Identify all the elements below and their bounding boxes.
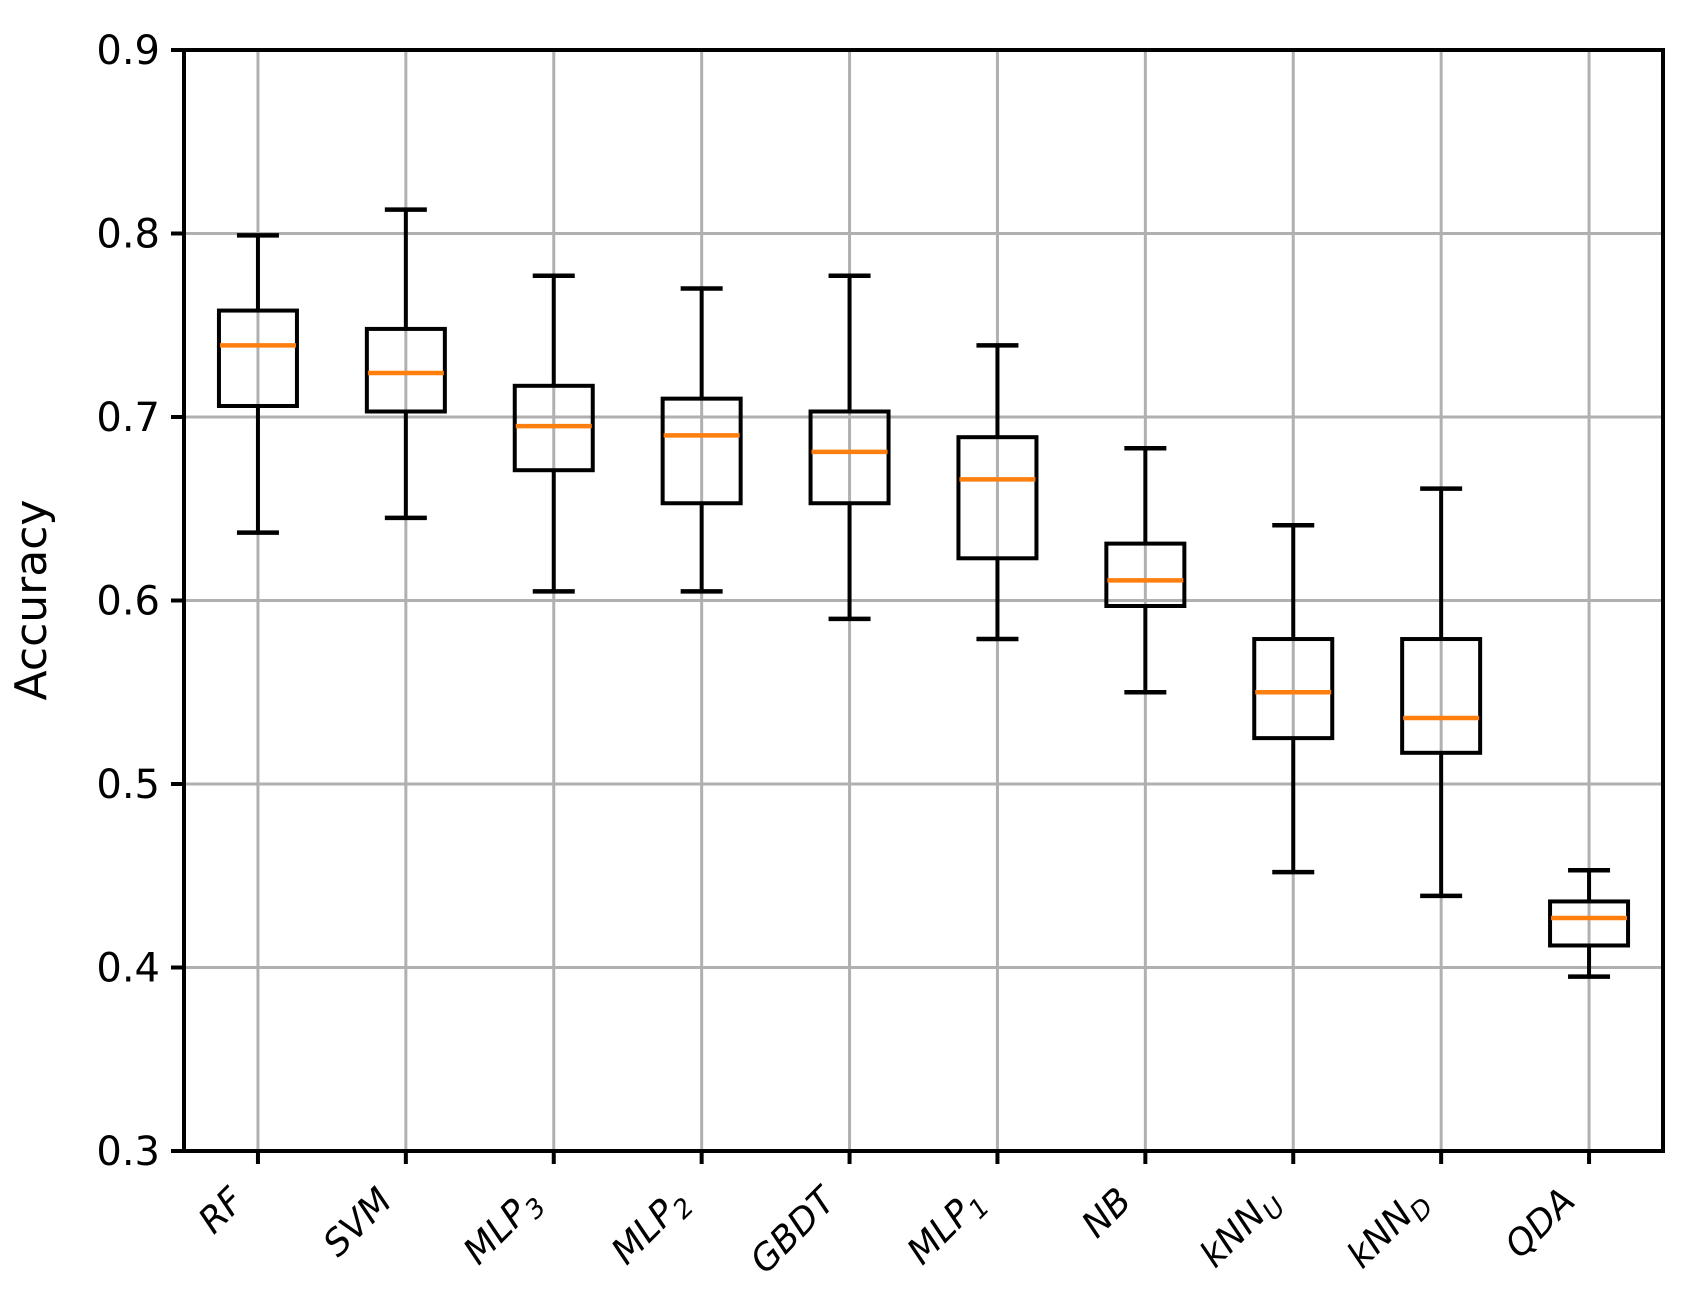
x-tick-label-RF: RF xyxy=(191,1179,253,1241)
x-tick-label-SVM: SVM xyxy=(316,1180,401,1265)
box-RF xyxy=(216,308,299,408)
box-MLP3 xyxy=(512,383,595,473)
box-MLP2 xyxy=(660,396,743,506)
y-tick-label: 0.4 xyxy=(96,946,160,992)
x-tick-label-kNND: kNND xyxy=(1340,1180,1440,1280)
y-tick-label: 0.7 xyxy=(96,395,160,441)
box-layer xyxy=(216,207,1631,979)
x-tick-label-QDA: QDA xyxy=(1497,1180,1583,1266)
y-axis-title: Accuracy xyxy=(6,500,57,701)
x-tick-label-GBDT: GBDT xyxy=(743,1178,846,1281)
box-NB xyxy=(1104,541,1187,609)
x-tick-label-MLP3: MLP3 xyxy=(456,1180,552,1276)
box-QDA xyxy=(1548,899,1631,948)
box-kNND xyxy=(1400,637,1483,755)
y-tick-label: 0.6 xyxy=(96,579,160,625)
x-tick-label-MLP1: MLP1 xyxy=(900,1180,996,1276)
axes-layer: 0.3 0.4 0.5 0.6 0.7 0.8 0.9 RF SVM MLP3 MLP2 GBDT ML… xyxy=(96,28,1665,1282)
y-tick-label: 0.9 xyxy=(96,28,160,74)
box-MLP1 xyxy=(956,435,1039,561)
y-tick-label: 0.3 xyxy=(96,1129,160,1175)
x-tick-label-MLP2: MLP2 xyxy=(604,1180,700,1276)
y-tick-label: 0.5 xyxy=(96,762,160,808)
box-kNNU xyxy=(1252,637,1335,741)
x-tick-label-NB: NB xyxy=(1074,1180,1140,1246)
y-tick-label: 0.8 xyxy=(96,212,160,258)
box-GBDT xyxy=(808,409,891,506)
x-tick-label-kNNU: kNNU xyxy=(1192,1180,1292,1280)
box-SVM xyxy=(364,326,447,414)
